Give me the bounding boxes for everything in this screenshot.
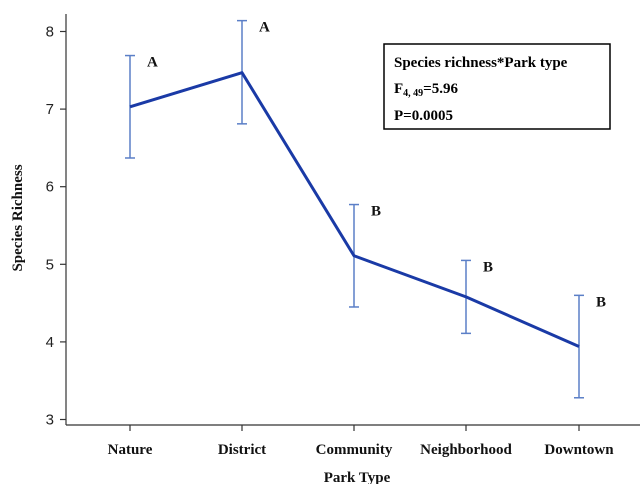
y-axis-title: Species Richness	[10, 164, 26, 271]
y-tick-label: 4	[46, 334, 54, 351]
stats-p-value: P=0.0005	[394, 108, 453, 124]
x-tick-label: Neighborhood	[420, 442, 512, 458]
x-tick-label: Downtown	[544, 442, 614, 458]
stats-f-subscript: 4, 49	[403, 88, 423, 99]
series-line	[129, 71, 580, 348]
y-tick-label: 6	[46, 179, 54, 196]
x-ticks: Nature District Community Neighborhood Downt…	[108, 425, 614, 458]
stats-title: Species richness*Park type	[394, 55, 568, 71]
group-letter: A	[259, 20, 270, 36]
group-letter: B	[483, 259, 493, 275]
stats-annotation-box: Species richness*Park type F4, 49=5.96 P…	[383, 43, 611, 130]
group-letter: A	[147, 55, 158, 71]
y-ticks: 3 4 5 6 7 8	[46, 24, 66, 429]
stats-f-prefix: F	[394, 81, 403, 97]
group-letters: A A B B B	[147, 20, 606, 311]
y-tick-label: 8	[46, 24, 54, 41]
stats-f-number: =5.96	[423, 81, 458, 97]
x-axis-title: Park Type	[324, 470, 391, 484]
stats-f-value: F4, 49=5.96	[394, 81, 458, 99]
x-tick-label: Community	[316, 442, 393, 458]
y-tick-label: 7	[46, 101, 54, 118]
y-tick-label: 5	[46, 256, 54, 273]
x-tick-label: Nature	[108, 442, 153, 458]
stats-box-frame	[383, 43, 611, 130]
x-tick-label: District	[218, 442, 266, 458]
y-tick-label: 3	[46, 412, 54, 429]
group-letter: B	[371, 204, 381, 220]
group-letter: B	[596, 294, 606, 310]
